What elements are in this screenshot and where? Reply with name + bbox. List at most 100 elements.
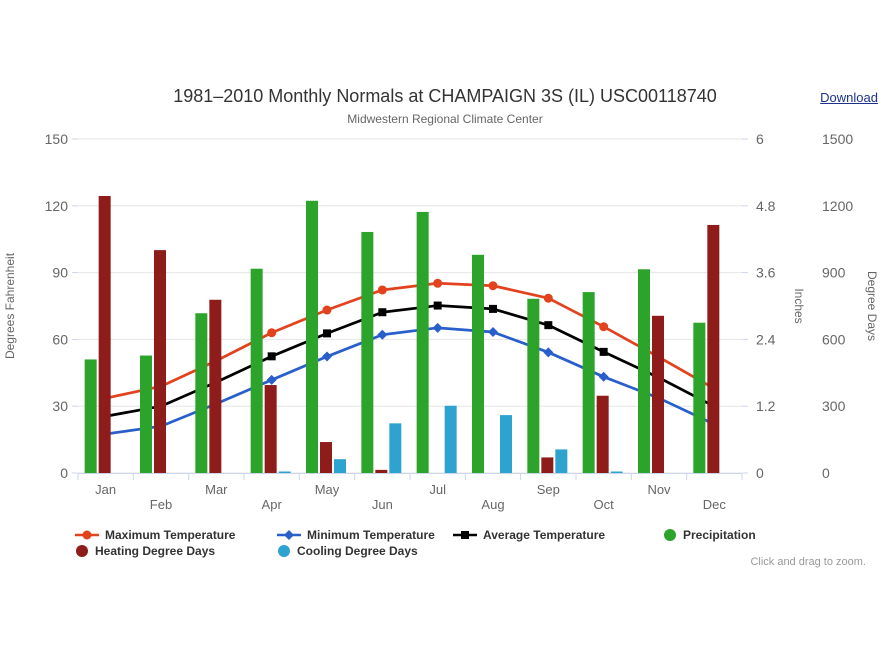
- bar-heating-degree-days-mar[interactable]: [209, 299, 222, 473]
- marker-average-temperature-jul[interactable]: [433, 301, 442, 310]
- marker-minimum-temperature-may[interactable]: [322, 351, 332, 362]
- legend-label-heating-degree-days: Heating Degree Days: [95, 544, 216, 558]
- bar-cooling-degree-days-jul[interactable]: [444, 405, 457, 473]
- y-axis-label-degree-days: 1200: [822, 198, 853, 214]
- x-axis-label-nov: Nov: [647, 482, 671, 497]
- bar-precipitation-aug[interactable]: [472, 254, 484, 473]
- legend-marker-cooling-degree-days: [278, 545, 290, 557]
- y-axis-label-degree-days: 0: [822, 465, 830, 481]
- legend-label-maximum-temperature: Maximum Temperature: [105, 528, 236, 542]
- y-axis-title-degrees-fahrenheit: Degrees Fahrenheit: [3, 252, 17, 359]
- legend-item-average-temperature[interactable]: Average Temperature: [453, 527, 605, 543]
- x-axis-label-feb: Feb: [150, 497, 172, 512]
- marker-average-temperature-may[interactable]: [323, 329, 331, 338]
- bar-heating-degree-days-feb[interactable]: [154, 250, 166, 473]
- bar-heating-degree-days-dec[interactable]: [707, 224, 720, 473]
- bar-cooling-degree-days-oct[interactable]: [610, 471, 623, 474]
- legend-item-cooling-degree-days[interactable]: Cooling Degree Days: [277, 543, 418, 559]
- marker-maximum-temperature-may[interactable]: [322, 305, 332, 315]
- bar-heating-degree-days-oct[interactable]: [596, 395, 609, 473]
- legend-item-maximum-temperature[interactable]: Maximum Temperature: [75, 527, 235, 543]
- y-axis-label-inches: 1.2: [756, 398, 776, 414]
- marker-average-temperature-aug[interactable]: [489, 304, 497, 313]
- marker-maximum-temperature-sep[interactable]: [543, 293, 553, 303]
- bar-cooling-degree-days-apr[interactable]: [278, 471, 291, 474]
- marker-average-temperature-sep[interactable]: [544, 321, 553, 330]
- y-axis-label-degree-days: 300: [822, 398, 846, 414]
- chart-subtitle: Midwestern Regional Climate Center: [347, 112, 543, 126]
- y-axis-title-inches: Inches: [792, 288, 806, 323]
- y-axis-label-inches: 3.6: [756, 265, 776, 281]
- y-axis-label-fahrenheit: 90: [52, 265, 68, 281]
- marker-minimum-temperature-apr[interactable]: [266, 374, 277, 385]
- x-axis-label-jun: Jun: [372, 497, 393, 512]
- marker-minimum-temperature-jul[interactable]: [432, 322, 443, 333]
- marker-minimum-temperature-aug[interactable]: [488, 327, 498, 338]
- legend-item-heating-degree-days[interactable]: Heating Degree Days: [75, 543, 215, 559]
- zoom-hint: Click and drag to zoom.: [750, 556, 866, 568]
- bar-precipitation-apr[interactable]: [250, 268, 263, 473]
- y-axis-label-degree-days: 600: [822, 331, 846, 347]
- x-axis-label-dec: Dec: [703, 497, 727, 512]
- bar-precipitation-dec[interactable]: [693, 322, 706, 473]
- download-link[interactable]: Download: [820, 90, 878, 105]
- bar-cooling-degree-days-jun[interactable]: [389, 423, 402, 473]
- x-axis-label-jan: Jan: [95, 482, 116, 497]
- legend-marker-average-temperature: [453, 531, 477, 539]
- marker-average-temperature-apr[interactable]: [267, 352, 276, 361]
- bar-precipitation-feb[interactable]: [140, 355, 152, 473]
- bar-precipitation-jan[interactable]: [84, 359, 97, 473]
- bar-cooling-degree-days-aug[interactable]: [500, 415, 512, 473]
- bar-precipitation-oct[interactable]: [582, 292, 595, 473]
- marker-maximum-temperature-jun[interactable]: [377, 285, 387, 295]
- marker-maximum-temperature-oct[interactable]: [599, 322, 609, 332]
- bar-heating-degree-days-nov[interactable]: [652, 315, 664, 473]
- bar-precipitation-sep[interactable]: [527, 298, 540, 473]
- bar-heating-degree-days-jun[interactable]: [375, 469, 388, 473]
- bar-heating-degree-days-may[interactable]: [320, 442, 332, 473]
- x-axis-label-oct: Oct: [594, 497, 615, 512]
- y-axis-label-fahrenheit: 120: [45, 198, 69, 214]
- y-axis-label-inches: 6: [756, 131, 764, 147]
- bar-cooling-degree-days-sep[interactable]: [555, 449, 568, 473]
- legend-marker-heating-degree-days: [76, 545, 88, 557]
- bar-heating-degree-days-apr[interactable]: [264, 385, 277, 473]
- y-axis-label-degree-days: 1500: [822, 131, 853, 147]
- bar-precipitation-mar[interactable]: [195, 313, 208, 473]
- x-axis-label-may: May: [315, 482, 340, 497]
- bar-precipitation-nov[interactable]: [638, 269, 650, 473]
- marker-maximum-temperature-aug[interactable]: [488, 281, 498, 291]
- marker-average-temperature-jun[interactable]: [378, 308, 387, 317]
- y-axis-label-fahrenheit: 0: [60, 465, 68, 481]
- legend-marker-minimum-temperature: [277, 530, 301, 540]
- y-axis-label-inches: 4.8: [756, 198, 776, 214]
- bar-heating-degree-days-jan[interactable]: [98, 196, 111, 473]
- bar-precipitation-may[interactable]: [306, 200, 318, 474]
- y-axis-label-fahrenheit: 150: [45, 131, 69, 147]
- marker-minimum-temperature-jun[interactable]: [377, 329, 388, 340]
- plot-area[interactable]: 0 0 0 30 1.2 300 60 2.4 600 90 3.6 900 120 4.8 1200 150…: [0, 0, 890, 520]
- x-axis-label-sep: Sep: [537, 482, 560, 497]
- chart-title: 1981–2010 Monthly Normals at CHAMPAIGN 3…: [173, 86, 717, 106]
- bar-cooling-degree-days-may[interactable]: [334, 459, 346, 473]
- y-axis-label-inches: 2.4: [756, 331, 776, 347]
- bar-heating-degree-days-sep[interactable]: [541, 457, 554, 473]
- bar-precipitation-jun[interactable]: [361, 231, 374, 473]
- y-axis-label-fahrenheit: 60: [52, 331, 68, 347]
- x-axis-label-apr: Apr: [262, 497, 283, 512]
- x-axis-label-mar: Mar: [205, 482, 228, 497]
- marker-maximum-temperature-jul[interactable]: [433, 278, 443, 288]
- legend-item-minimum-temperature[interactable]: Minimum Temperature: [277, 527, 435, 543]
- marker-average-temperature-oct[interactable]: [599, 347, 608, 356]
- legend-item-precipitation[interactable]: Precipitation: [663, 527, 756, 543]
- legend-marker-maximum-temperature: [75, 530, 99, 540]
- marker-minimum-temperature-oct[interactable]: [598, 371, 609, 382]
- marker-minimum-temperature-sep[interactable]: [543, 347, 554, 358]
- y-axis-label-inches: 0: [756, 465, 764, 481]
- marker-maximum-temperature-apr[interactable]: [267, 328, 277, 338]
- legend-marker-precipitation: [664, 529, 676, 541]
- bar-precipitation-jul[interactable]: [416, 211, 429, 473]
- y-axis-title-degree-days: Degree Days: [865, 271, 879, 341]
- legend-label-minimum-temperature: Minimum Temperature: [307, 528, 435, 542]
